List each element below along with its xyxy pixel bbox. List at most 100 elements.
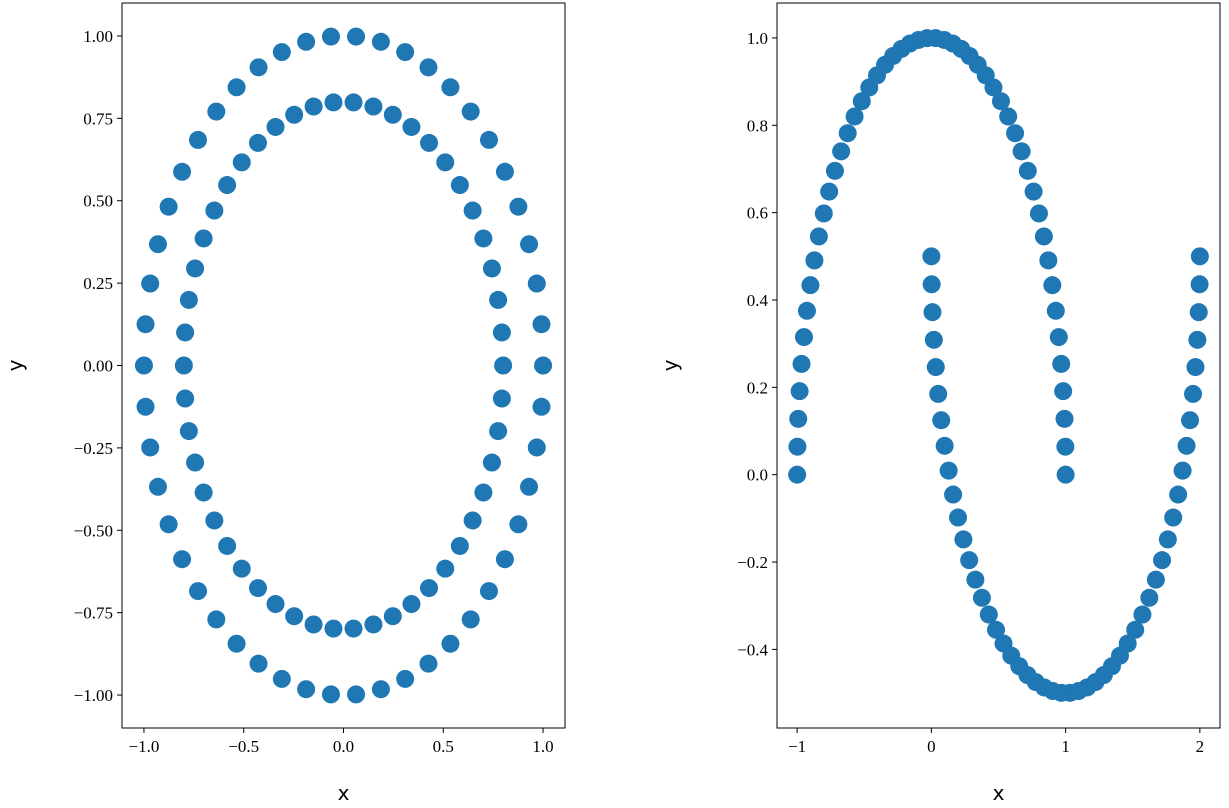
point	[923, 303, 942, 322]
point	[479, 130, 498, 149]
point	[174, 356, 193, 375]
point	[205, 201, 224, 220]
point	[134, 356, 153, 375]
point	[285, 105, 304, 124]
point	[179, 422, 198, 441]
point	[189, 130, 208, 149]
x-tick-label: −1	[788, 737, 806, 756]
plot-frame	[776, 2, 1221, 729]
point	[1164, 508, 1183, 527]
point	[248, 579, 267, 598]
x-tick-label: −1.0	[129, 737, 160, 756]
point	[461, 102, 480, 121]
point	[979, 605, 998, 624]
point	[1046, 301, 1065, 320]
point	[419, 58, 438, 77]
point	[463, 511, 482, 530]
y-tick-label: −0.2	[737, 553, 768, 572]
point	[489, 290, 508, 309]
point	[1133, 605, 1152, 624]
point	[304, 615, 323, 634]
point	[1189, 303, 1208, 322]
point	[1118, 634, 1137, 653]
y-tick-label: −0.75	[74, 604, 113, 623]
point	[949, 508, 968, 527]
point	[136, 397, 155, 416]
point	[364, 615, 383, 634]
y-tick-label: 0.75	[83, 109, 113, 128]
point	[1024, 182, 1043, 201]
point	[939, 461, 958, 480]
point	[482, 259, 501, 278]
point	[419, 654, 438, 673]
point	[1006, 124, 1025, 143]
point	[148, 235, 167, 254]
point	[805, 251, 824, 270]
point	[186, 453, 205, 472]
point	[396, 669, 415, 688]
y-tick-label: 1.00	[83, 27, 113, 46]
point	[207, 102, 226, 121]
point	[179, 290, 198, 309]
point	[474, 229, 493, 248]
point	[232, 559, 251, 578]
x-tick-label: 2	[1196, 737, 1205, 756]
point	[141, 274, 160, 293]
y-tick-label: 1.0	[747, 29, 768, 48]
point	[520, 477, 539, 496]
point	[297, 32, 316, 51]
point	[1186, 358, 1205, 377]
point	[492, 389, 511, 408]
point	[527, 438, 546, 457]
point	[860, 78, 879, 97]
point	[534, 356, 553, 375]
y-tick-label: 0.2	[747, 378, 768, 397]
point	[420, 133, 439, 152]
point	[1184, 384, 1203, 403]
point	[474, 483, 493, 502]
point	[194, 229, 213, 248]
point	[248, 133, 267, 152]
y-axis-label: y	[3, 359, 27, 371]
point	[136, 315, 155, 334]
point	[141, 438, 160, 457]
point	[814, 204, 833, 223]
point	[966, 570, 985, 589]
point	[960, 551, 979, 570]
y-tick-label: 0.00	[83, 357, 113, 376]
point	[825, 161, 844, 180]
point	[1056, 437, 1075, 456]
point	[218, 536, 237, 555]
y-tick-label: 0.25	[83, 274, 113, 293]
point	[249, 654, 268, 673]
point	[520, 235, 539, 254]
point	[1158, 530, 1177, 549]
point	[402, 595, 421, 614]
point	[924, 330, 943, 349]
y-tick-label: 0.4	[747, 291, 769, 310]
point	[249, 58, 268, 77]
point	[205, 511, 224, 530]
point	[218, 176, 237, 195]
point	[173, 550, 192, 569]
point	[321, 27, 340, 46]
point	[402, 117, 421, 136]
point	[1056, 465, 1075, 484]
point	[1146, 570, 1165, 589]
point	[489, 422, 508, 441]
point	[450, 176, 469, 195]
y-tick-label: −1.00	[74, 686, 113, 705]
point	[383, 607, 402, 626]
point	[1034, 227, 1053, 246]
point	[1049, 328, 1068, 347]
point	[227, 78, 246, 97]
point	[509, 197, 528, 216]
point	[1140, 588, 1159, 607]
point	[852, 92, 871, 111]
x-tick-label: −0.5	[228, 737, 259, 756]
point	[371, 32, 390, 51]
point	[186, 259, 205, 278]
point	[1190, 247, 1209, 266]
point	[1190, 275, 1209, 294]
